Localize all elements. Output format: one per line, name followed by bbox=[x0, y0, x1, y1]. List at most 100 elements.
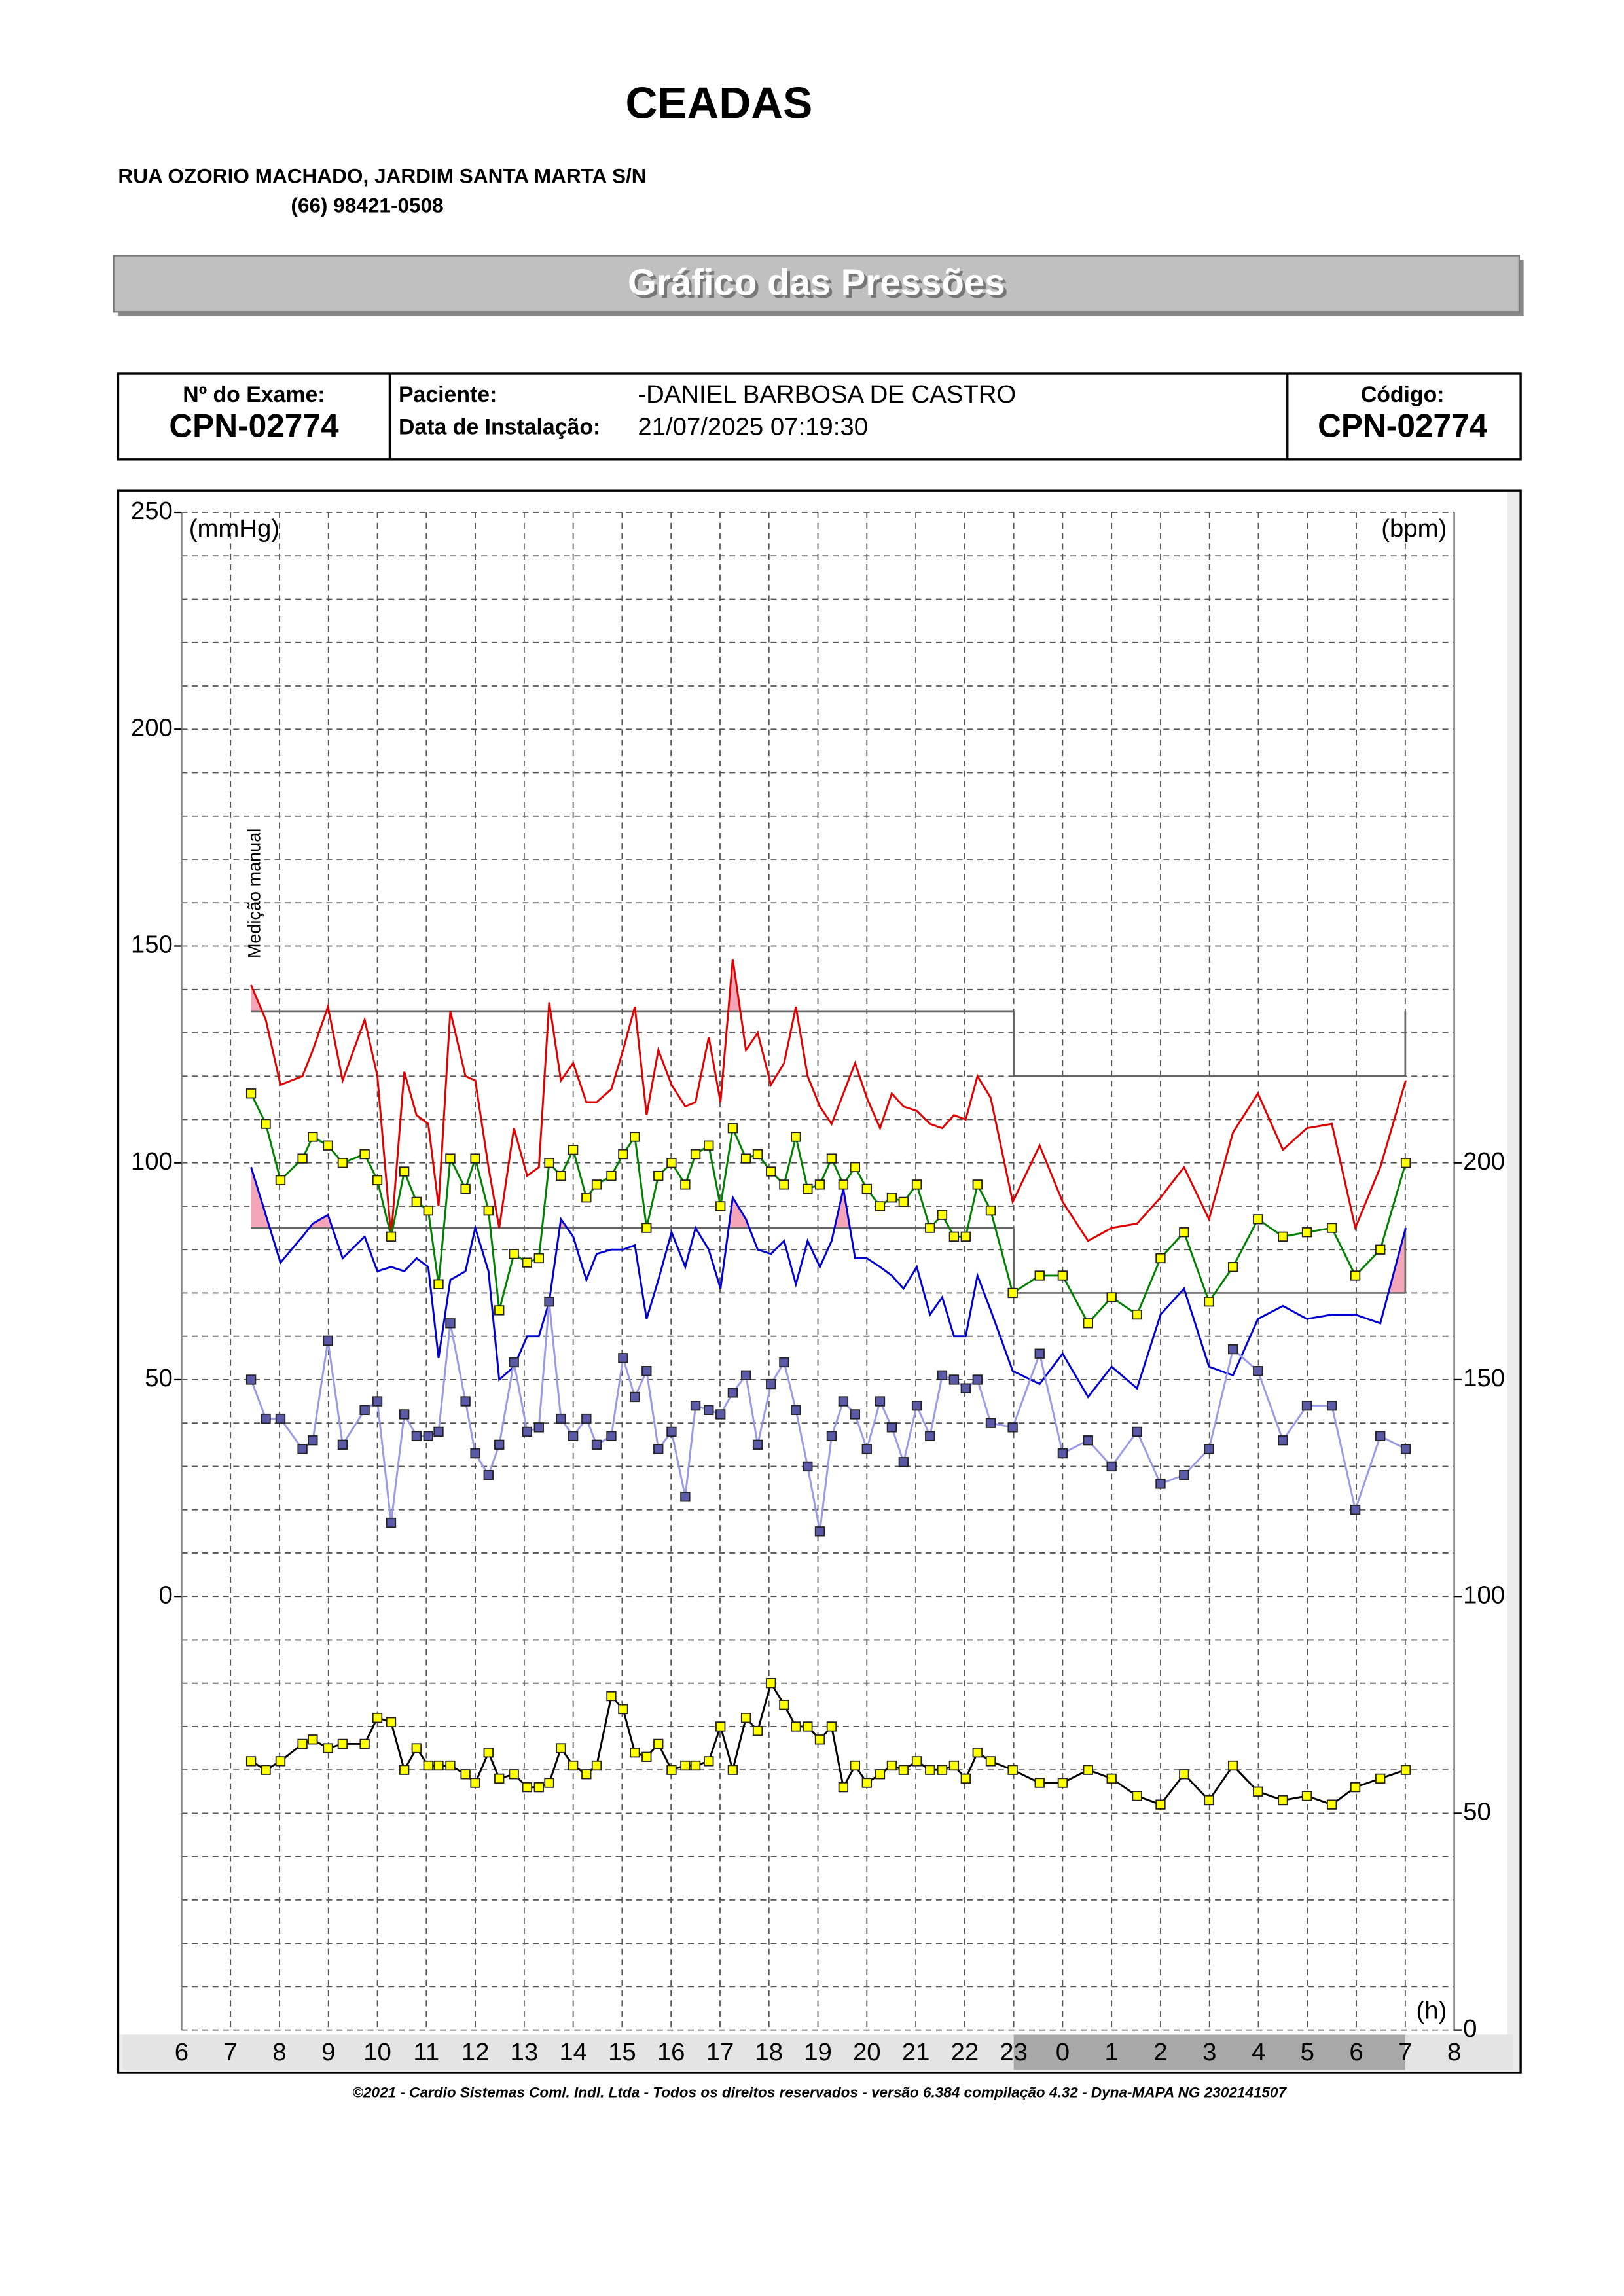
series-marker bbox=[861, 1444, 872, 1454]
y-tick-label: 0 bbox=[159, 1581, 173, 1609]
series-marker bbox=[875, 1396, 886, 1407]
series-marker bbox=[372, 1396, 383, 1407]
series-marker bbox=[850, 1760, 861, 1771]
series-marker bbox=[1106, 1292, 1117, 1302]
series-marker bbox=[470, 1448, 480, 1459]
series-marker bbox=[1034, 1270, 1045, 1281]
series-marker bbox=[297, 1444, 308, 1454]
series-marker bbox=[1400, 1158, 1411, 1168]
banner-text: Gráfico das Pressões bbox=[628, 262, 1005, 303]
series-marker bbox=[372, 1175, 383, 1185]
series-marker bbox=[1057, 1778, 1068, 1788]
series-marker bbox=[752, 1439, 763, 1450]
series-marker bbox=[544, 1297, 554, 1307]
series-marker bbox=[433, 1426, 444, 1437]
series-marker bbox=[423, 1205, 433, 1216]
series-marker bbox=[704, 1405, 714, 1415]
series-marker bbox=[359, 1405, 370, 1415]
series-marker bbox=[1227, 1262, 1238, 1272]
install-date: 21/07/2025 07:19:30 bbox=[638, 413, 868, 441]
series-marker bbox=[875, 1201, 886, 1211]
series-marker bbox=[1132, 1791, 1142, 1801]
y-tick-label: 100 bbox=[131, 1147, 173, 1175]
x-tick-label: 3 bbox=[1202, 2038, 1216, 2066]
series-marker bbox=[460, 1183, 471, 1194]
series-marker bbox=[1179, 1769, 1189, 1780]
series-marker bbox=[1106, 1461, 1117, 1472]
series-marker bbox=[297, 1153, 308, 1164]
banner-text-shadow: Gráfico das Pressões bbox=[630, 264, 1008, 306]
series-marker bbox=[886, 1193, 897, 1203]
series-marker bbox=[245, 1088, 257, 1099]
series-marker bbox=[411, 1743, 422, 1753]
series-marker bbox=[803, 1721, 813, 1732]
series-marker bbox=[544, 1158, 554, 1168]
x-tick-label: 15 bbox=[608, 2038, 636, 2066]
series-marker bbox=[337, 1439, 348, 1450]
series-marker bbox=[1327, 1223, 1337, 1233]
series-marker bbox=[680, 1760, 691, 1771]
exam-label: Nº do Exame: bbox=[183, 382, 325, 407]
series-marker bbox=[1375, 1244, 1386, 1255]
series-marker bbox=[1278, 1231, 1288, 1242]
series-marker bbox=[245, 1756, 257, 1767]
series-marker bbox=[411, 1431, 422, 1441]
series-marker bbox=[898, 1196, 909, 1208]
series-marker bbox=[337, 1158, 348, 1168]
series-marker bbox=[509, 1357, 519, 1368]
series-marker bbox=[1083, 1435, 1093, 1446]
series-marker bbox=[533, 1782, 544, 1793]
x-tick-label: 11 bbox=[413, 2038, 439, 2066]
x-tick-label: 21 bbox=[902, 2038, 930, 2066]
series-marker bbox=[323, 1743, 333, 1753]
series-marker bbox=[556, 1413, 566, 1424]
series-marker bbox=[386, 1717, 397, 1727]
series-marker bbox=[581, 1769, 592, 1780]
series-marker bbox=[838, 1782, 849, 1793]
x-tick-label: 17 bbox=[706, 2038, 734, 2066]
x-tick-label: 10 bbox=[363, 2038, 391, 2066]
series-marker bbox=[556, 1170, 566, 1181]
x-tick-label: 2 bbox=[1153, 2038, 1167, 2066]
series-marker bbox=[740, 1153, 751, 1164]
series-marker bbox=[1301, 1227, 1312, 1238]
series-marker bbox=[308, 1132, 318, 1142]
series-marker bbox=[1327, 1799, 1337, 1810]
night-band bbox=[1013, 2034, 1405, 2070]
series-marker bbox=[727, 1388, 738, 1398]
series-marker bbox=[460, 1769, 471, 1780]
series-marker bbox=[1132, 1426, 1142, 1437]
series-marker bbox=[666, 1158, 677, 1168]
series-marker bbox=[803, 1461, 813, 1472]
series-marker bbox=[727, 1765, 738, 1775]
x-tick-label: 20 bbox=[853, 2038, 881, 2066]
series-marker bbox=[386, 1231, 397, 1242]
series-marker bbox=[483, 1205, 494, 1216]
series-marker bbox=[522, 1257, 533, 1268]
series-marker bbox=[948, 1374, 960, 1385]
series-marker bbox=[630, 1391, 640, 1403]
series-marker bbox=[680, 1492, 691, 1502]
series-marker bbox=[641, 1223, 652, 1233]
series-marker bbox=[1007, 1422, 1018, 1433]
plot: 6 7 8 9 10 11 12 13 14 15 16 17 18 19 20 21 22 23 0 1 2 3 4 5 6 7… bbox=[122, 497, 1513, 2070]
series-marker bbox=[1253, 1366, 1263, 1376]
series-marker bbox=[727, 1123, 738, 1134]
series-marker bbox=[1007, 1765, 1018, 1775]
x-tick-label: 22 bbox=[951, 2038, 979, 2066]
series-marker bbox=[1301, 1791, 1312, 1801]
series-marker bbox=[715, 1721, 726, 1732]
x-axis-label: (h) bbox=[1416, 1997, 1447, 2025]
footer: ©2021 - Cardio Sistemas Coml. Indl. Ltda… bbox=[352, 2085, 1287, 2101]
series-marker bbox=[445, 1318, 456, 1329]
series-marker bbox=[1083, 1765, 1093, 1775]
series-marker bbox=[630, 1747, 640, 1758]
series-marker bbox=[522, 1426, 533, 1437]
series-marker bbox=[803, 1183, 813, 1194]
series-marker bbox=[925, 1223, 935, 1233]
x-tick-label: 7 bbox=[224, 2038, 238, 2066]
series-marker bbox=[1301, 1401, 1312, 1411]
x-tick-label: 23 bbox=[1000, 2038, 1028, 2066]
series-marker bbox=[1253, 1786, 1263, 1797]
series-marker bbox=[1400, 1765, 1411, 1775]
